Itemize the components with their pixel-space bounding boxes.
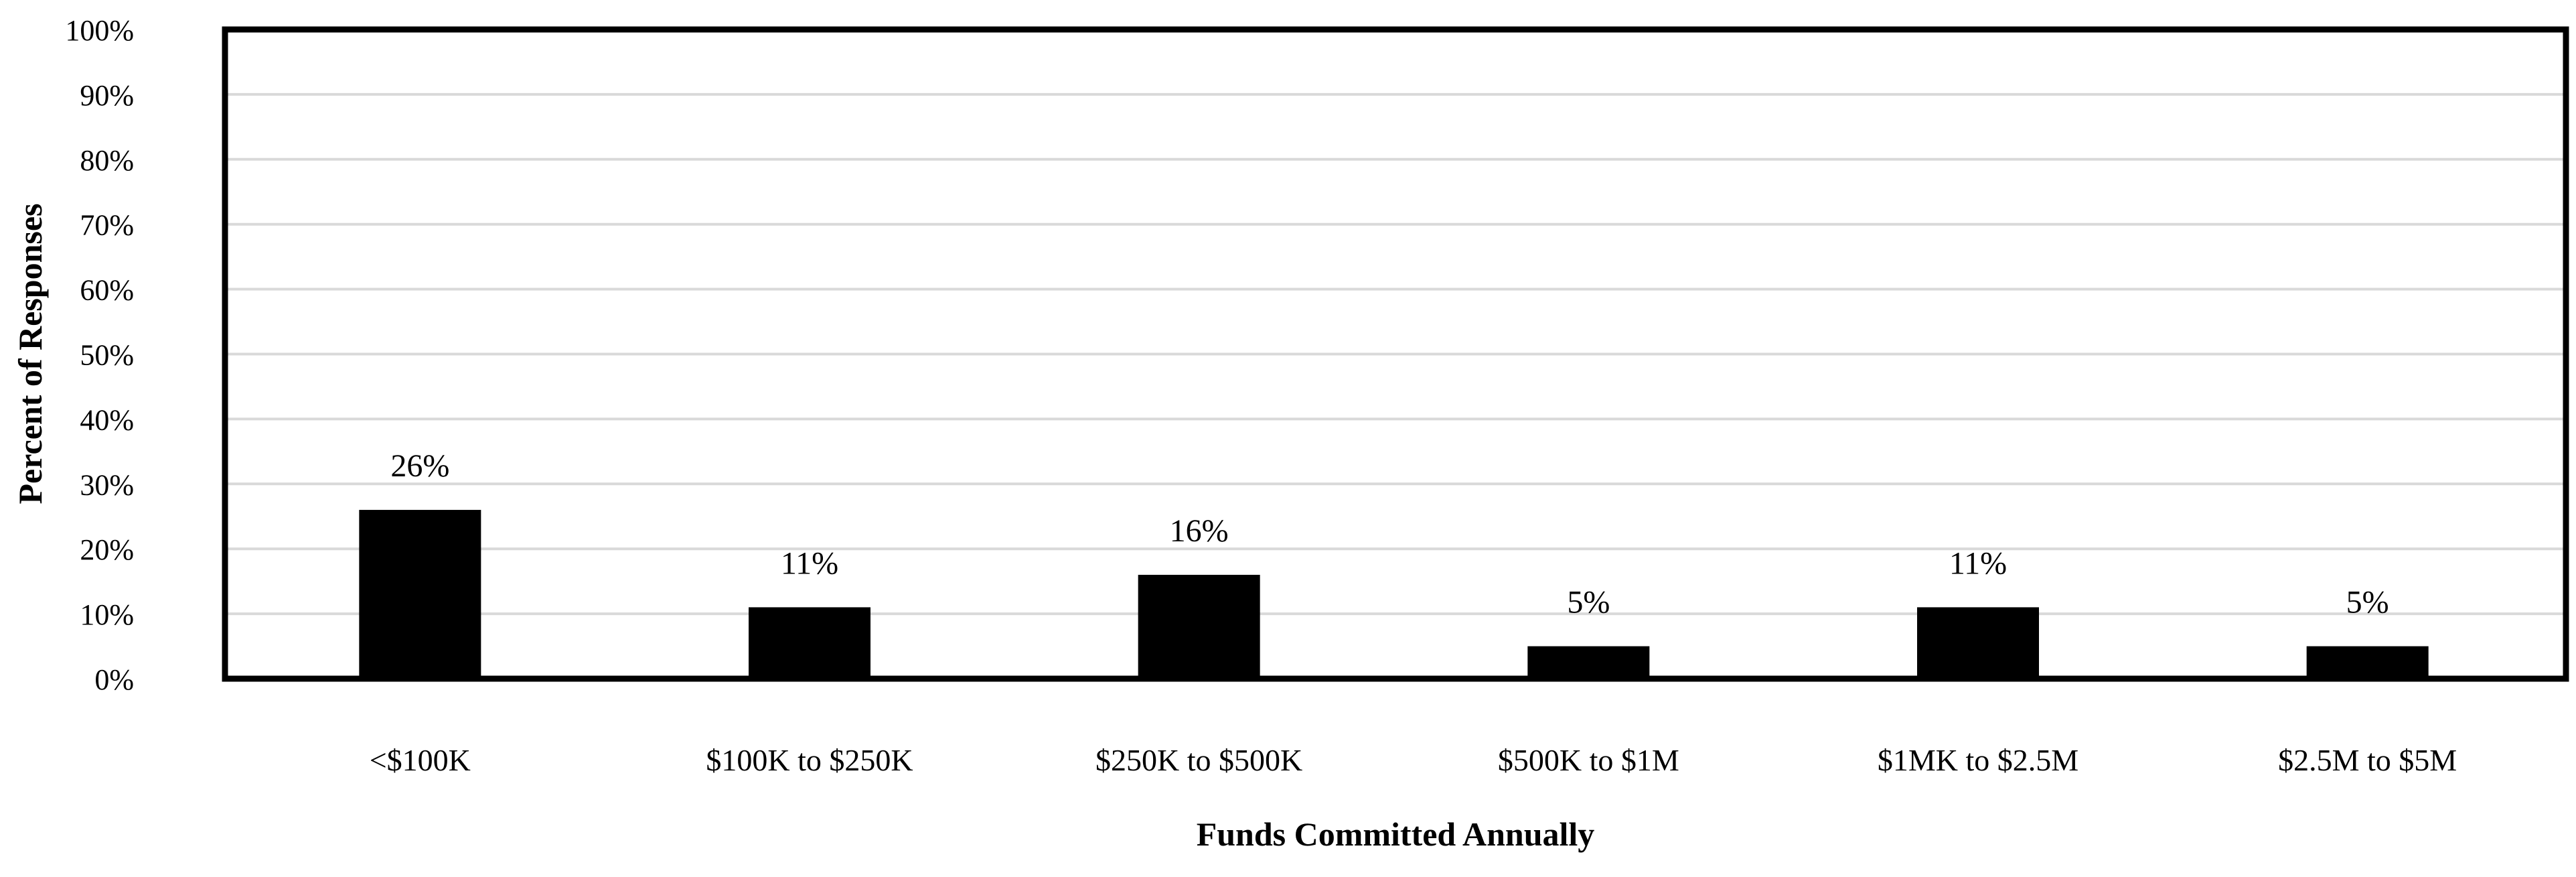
x-tick-label: $500K to $1M <box>1498 743 1679 777</box>
bar <box>359 510 481 679</box>
bar <box>1917 607 2039 679</box>
y-tick-labels: 0% 10% 20% 30% 40% 50% 60% 70% 80% 90% 100% <box>65 14 134 696</box>
y-tick-label: 40% <box>80 403 134 436</box>
bar <box>749 607 870 679</box>
bars <box>359 510 2429 679</box>
y-axis-title: Percent of Responses <box>11 204 49 504</box>
x-tick-label: $1MK to $2.5M <box>1878 743 2078 777</box>
gridlines <box>225 92 2566 616</box>
x-tick-label: $2.5M to $5M <box>2278 743 2457 777</box>
y-tick-label: 100% <box>65 14 134 47</box>
y-tick-label: 70% <box>80 209 134 242</box>
y-tick-label: 0% <box>94 663 134 696</box>
data-label: 16% <box>1170 513 1229 549</box>
x-tick-label: $100K to $250K <box>706 743 913 777</box>
x-tick-label: $250K to $500K <box>1095 743 1302 777</box>
data-label: 26% <box>390 448 449 484</box>
y-tick-label: 90% <box>80 79 134 112</box>
y-tick-label: 20% <box>80 533 134 566</box>
y-tick-label: 60% <box>80 274 134 307</box>
plot-frame <box>222 26 2569 682</box>
y-tick-label: 80% <box>80 144 134 177</box>
bar <box>2306 646 2429 679</box>
data-label: 5% <box>1567 585 1610 620</box>
bar <box>1138 574 1260 679</box>
x-tick-label: <$100K <box>370 743 471 777</box>
data-labels: 26% 11% 16% 5% 11% 5% <box>390 448 2389 620</box>
data-label: 11% <box>781 545 838 581</box>
bar <box>1527 646 1650 679</box>
y-tick-label: 30% <box>80 468 134 501</box>
y-tick-label: 10% <box>80 598 134 631</box>
x-axis-title: Funds Committed Annually <box>1197 815 1595 853</box>
x-tick-labels: <$100K $100K to $250K $250K to $500K $500K … <box>370 743 2457 777</box>
data-label: 5% <box>2346 585 2389 620</box>
y-tick-label: 50% <box>80 339 134 372</box>
data-label: 11% <box>1949 545 2007 581</box>
